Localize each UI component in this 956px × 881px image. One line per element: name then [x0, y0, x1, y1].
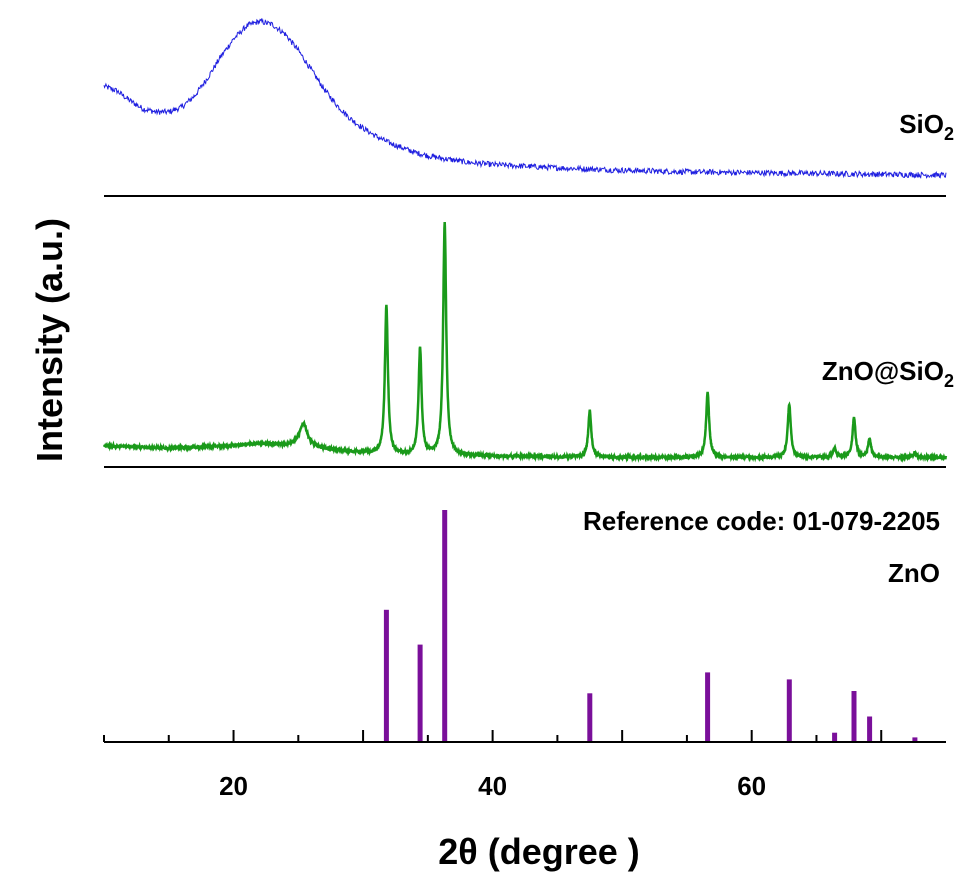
zno-reference-bar-3	[442, 510, 448, 742]
x-tick-label-60: 60	[737, 771, 766, 801]
x-axis-title: 2θ (degree )	[438, 831, 640, 872]
zno-reference-bar-9	[867, 716, 873, 742]
label-sio2: SiO2	[899, 109, 954, 144]
series-znosio2-line	[103, 222, 948, 463]
zno-reference-bar-10	[912, 737, 918, 742]
reference-code-label: Reference code: 01-079-2205	[583, 506, 940, 536]
series-sio2-line	[103, 17, 947, 179]
traces-layer	[103, 17, 948, 742]
y-axis-title: Intensity (a.u.)	[29, 218, 70, 462]
axes-layer: 20 40 60	[103, 195, 946, 801]
x-tick-label-20: 20	[219, 771, 248, 801]
zno-reference-bar-8	[851, 691, 857, 742]
x-tick-label-40: 40	[478, 771, 507, 801]
label-zno: ZnO	[888, 558, 940, 588]
zno-reference-bar-7	[832, 732, 838, 742]
zno-reference-bar-5	[705, 672, 711, 742]
labels-layer: 2θ (degree ) Intensity (a.u.) SiO2 ZnO@SiO2…	[29, 109, 954, 872]
zno-reference-bar-6	[786, 679, 792, 742]
zno-reference-bar-2	[417, 644, 423, 742]
label-znosio2: ZnO@SiO2	[822, 356, 954, 391]
zno-reference-bar-4	[587, 693, 593, 742]
zno-reference-bar-1	[383, 609, 389, 742]
